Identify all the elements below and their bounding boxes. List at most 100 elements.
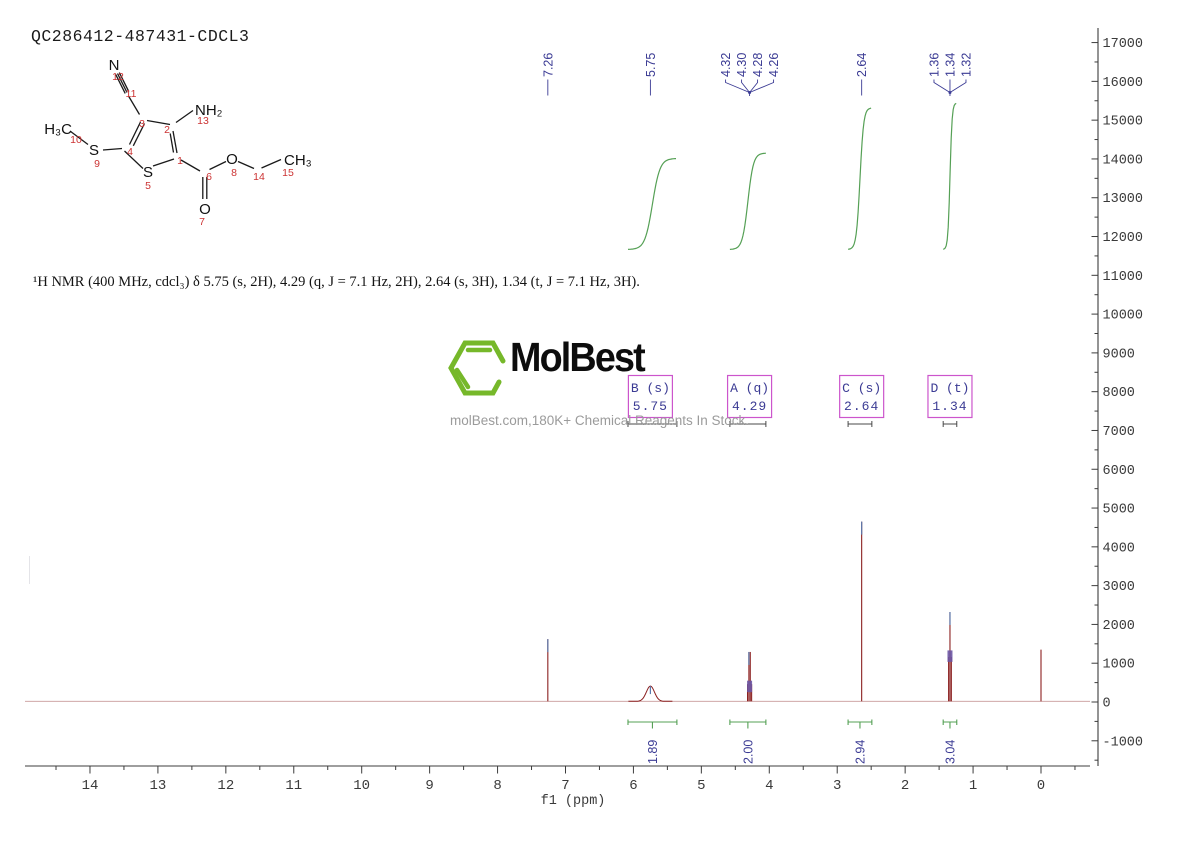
atom-number: 15 [282, 167, 294, 179]
peak-label: 1.32 [959, 53, 973, 77]
integral-value: 2.00 [741, 740, 755, 764]
x-tick-label: 5 [697, 778, 705, 794]
atom-s-ring: S [143, 164, 153, 181]
atom-number: 13 [197, 115, 209, 127]
y-tick-label: 0 [1103, 697, 1111, 712]
integral-curve [942, 102, 957, 250]
nmr-caption: ¹H NMR (400 MHz, cdcl₃) δ 5.75 (s, 2H), … [33, 274, 640, 290]
atom-nh2: NH₂ [195, 102, 223, 119]
x-tick-label: 13 [150, 778, 167, 794]
atom-number: 2 [164, 124, 170, 136]
assignment-name: A (q) [730, 381, 769, 396]
assignment-range-bracket [627, 421, 678, 427]
molbest-watermark: MolBest [448, 334, 778, 401]
peak-label: 4.32 [719, 53, 733, 77]
y-tick-label: 12000 [1103, 231, 1144, 246]
integral-value: 2.94 [853, 740, 867, 764]
assignment-shift: 5.75 [633, 399, 668, 414]
assignment-box [839, 374, 885, 419]
peak-label-leader [741, 79, 750, 93]
x-tick-label: 12 [217, 778, 234, 794]
atom-number: 1 [177, 155, 183, 167]
y-tick-label: 10000 [1103, 309, 1144, 324]
atom-ch3: CH₃ [284, 152, 312, 169]
atom-s-thioether: S [89, 142, 99, 159]
atom-number: 14 [253, 171, 265, 183]
y-tick-label: 4000 [1103, 541, 1135, 556]
integral-value: 1.89 [646, 740, 660, 764]
assignment-name: C (s) [842, 381, 881, 396]
assignment-range-bracket [847, 421, 873, 427]
y-tick-label: 7000 [1103, 425, 1135, 440]
integral-bracket [942, 719, 958, 729]
brand-name: MolBest [510, 334, 646, 380]
assignment-name: B (s) [631, 381, 670, 396]
y-tick-label: 2000 [1103, 619, 1135, 634]
y-tick-label: 15000 [1103, 115, 1144, 130]
atom-number: 7 [199, 216, 205, 228]
x-tick-label: 14 [82, 778, 99, 794]
atom-number: 5 [145, 180, 151, 192]
peak-label-node [948, 91, 952, 94]
y-tick-label: 6000 [1103, 464, 1135, 479]
chemical-structure: N NH₂ H₃C S S O O CH₃ 1 2 3 4 5 6 7 8 9 … [44, 57, 312, 228]
peak-label-leader [749, 79, 775, 93]
peak-label-leader [933, 79, 951, 93]
atom-number: 8 [231, 167, 237, 179]
assignment-shift: 4.29 [732, 399, 767, 414]
sample-title: QC286412-487431-CDCL3 [31, 27, 250, 46]
y-tick-label: 5000 [1103, 503, 1135, 518]
peak-label: 7.26 [541, 53, 555, 77]
atom-number: 4 [127, 146, 133, 158]
x-tick-label: 3 [833, 778, 841, 794]
assignment-range-bracket [942, 421, 958, 427]
integral-curve [627, 158, 676, 250]
x-tick-label: 1 [969, 778, 977, 794]
y-tick-label: 8000 [1103, 386, 1135, 401]
y-tick-label: -1000 [1103, 735, 1144, 750]
structure-bonds [69, 72, 282, 199]
watermark-tagline: molBest.com,180K+ Chemical Reagents In S… [450, 413, 750, 428]
multiplet-marker [947, 650, 953, 662]
y-tick-label: 9000 [1103, 347, 1135, 362]
integral-bracket [627, 719, 678, 729]
peak-label: 2.64 [855, 53, 869, 77]
atom-number: 9 [94, 158, 100, 170]
atom-number: 3 [139, 118, 145, 130]
assignment-box [726, 374, 773, 419]
integral-bracket [847, 719, 873, 729]
integral-curve [847, 107, 872, 250]
y-tick-label: 3000 [1103, 580, 1135, 595]
artifact-mark [29, 556, 30, 584]
integral-value: 3.04 [943, 740, 957, 764]
x-axis-title: f1 (ppm) [541, 794, 606, 809]
x-tick-label: 0 [1037, 778, 1045, 794]
peak-label-node [748, 91, 752, 94]
atom-o-ester: O [226, 151, 238, 168]
x-tick-label: 9 [425, 778, 433, 794]
peak-label: 5.75 [644, 53, 658, 77]
peak-label: 1.34 [943, 53, 957, 77]
peak-label: 4.28 [751, 53, 765, 77]
peak-label: 1.36 [927, 53, 941, 77]
x-tick-label: 7 [561, 778, 569, 794]
y-tick-label: 1000 [1103, 658, 1135, 673]
assignment-shift: 2.64 [844, 399, 879, 414]
atom-number: 6 [206, 171, 212, 183]
x-tick-label: 6 [629, 778, 637, 794]
peak-label-leader [725, 79, 750, 93]
y-tick-label: 11000 [1103, 270, 1144, 285]
peak-label: 4.30 [735, 53, 749, 77]
y-tick-label: 17000 [1103, 37, 1144, 52]
assignment-box [627, 374, 674, 419]
x-tick-label: 11 [285, 778, 302, 794]
atom-h3c: H₃C [44, 121, 72, 138]
atom-n: N [109, 57, 120, 74]
atom-number: 10 [70, 134, 82, 146]
peak-label-leader [749, 79, 759, 93]
atom-number: 11 [126, 88, 137, 100]
x-tick-label: 10 [353, 778, 370, 794]
y-tick-label: 16000 [1103, 76, 1144, 91]
x-tick-label: 8 [493, 778, 501, 794]
